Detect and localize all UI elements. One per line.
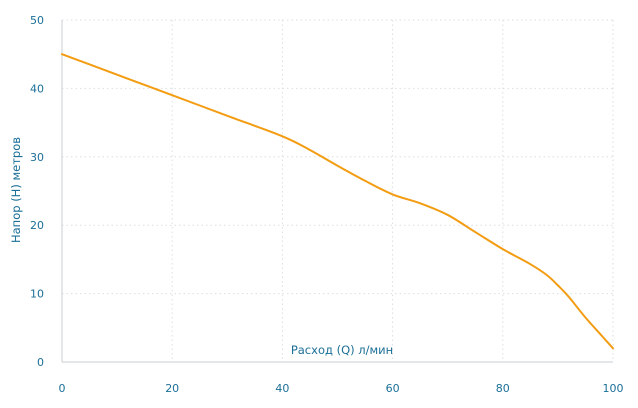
y-tick-label: 50 bbox=[30, 14, 44, 27]
y-tick-label: 0 bbox=[37, 356, 44, 369]
x-tick-label: 20 bbox=[165, 382, 179, 395]
y-tick-label: 30 bbox=[30, 151, 44, 164]
series-line-0 bbox=[61, 53, 614, 350]
grid bbox=[62, 19, 614, 362]
x-axis-title: Расход (Q) л/мин bbox=[291, 343, 393, 357]
axes bbox=[61, 20, 613, 363]
y-axis-title: Напор (H) метров bbox=[9, 137, 23, 243]
x-tick-label: 60 bbox=[386, 382, 400, 395]
y-tick-labels: 0 10 20 30 40 50 bbox=[30, 14, 44, 369]
x-tick-label: 0 bbox=[59, 382, 66, 395]
x-tick-label: 100 bbox=[603, 382, 624, 395]
y-tick-label: 40 bbox=[30, 82, 44, 95]
x-tick-labels: 0 20 40 60 80 100 bbox=[59, 382, 624, 395]
y-tick-label: 20 bbox=[30, 219, 44, 232]
x-tick-label: 80 bbox=[496, 382, 510, 395]
series bbox=[61, 53, 614, 350]
x-tick-label: 40 bbox=[275, 382, 289, 395]
y-tick-label: 10 bbox=[30, 288, 44, 301]
